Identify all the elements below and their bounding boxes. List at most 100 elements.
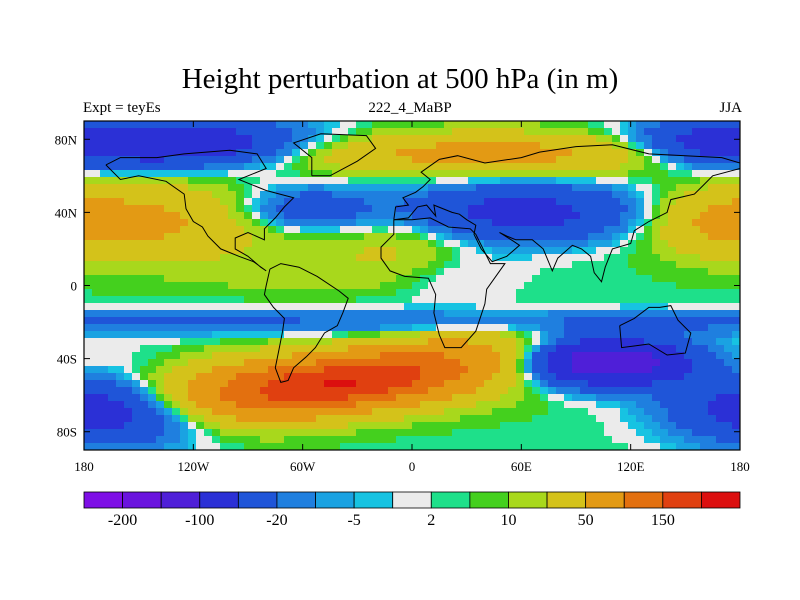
field-cell [452,177,461,185]
field-cell [556,198,565,206]
field-cell [300,324,309,332]
field-cell [724,170,733,178]
field-cell [116,226,125,234]
field-cell [628,443,637,450]
field-cell [716,121,725,129]
field-cell [388,310,397,318]
field-cell [732,226,740,234]
field-cell [428,128,437,136]
field-cell [628,247,637,255]
field-cell [308,268,317,276]
field-cell [556,338,565,346]
field-cell [428,149,437,157]
field-cell [420,401,429,409]
field-cell [532,345,541,353]
field-cell [372,289,381,297]
field-cell [308,240,317,248]
field-cell [404,443,413,450]
field-cell [708,205,717,213]
field-cell [140,429,149,437]
field-cell [356,254,365,262]
field-cell [100,324,109,332]
field-cell [172,268,181,276]
field-cell [236,170,245,178]
field-cell [428,289,437,297]
field-cell [92,254,101,262]
field-cell [404,226,413,234]
field-cell [612,254,621,262]
field-cell [364,212,373,220]
field-cell [620,268,629,276]
field-cell [172,121,181,129]
field-cell [92,338,101,346]
field-cell [484,275,493,283]
field-cell [108,436,117,444]
field-cell [180,401,189,409]
field-cell [420,177,429,185]
field-cell [452,289,461,297]
field-cell [652,128,661,136]
field-cell [548,289,557,297]
field-cell [484,163,493,171]
field-cell [300,247,309,255]
field-cell [396,345,405,353]
field-cell [724,408,733,416]
field-cell [356,275,365,283]
field-cell [508,142,517,150]
field-cell [620,254,629,262]
field-cell [676,163,685,171]
field-cell [340,352,349,360]
field-cell [452,205,461,213]
field-cell [484,289,493,297]
field-cell [564,380,573,388]
field-cell [356,149,365,157]
field-cell [156,429,165,437]
x-tick-label: 180 [74,459,94,474]
field-cell [660,352,669,360]
field-cell [596,415,605,423]
field-cell [428,338,437,346]
field-cell [628,317,637,325]
field-cell [340,156,349,164]
field-cell [116,149,125,157]
field-cell [428,233,437,241]
field-cell [484,233,493,241]
field-cell [372,296,381,304]
field-cell [372,408,381,416]
field-cell [636,142,645,150]
field-cell [356,128,365,136]
colorbar-swatch [276,491,316,509]
field-cell [284,226,293,234]
field-cell [532,443,541,450]
field-cell [348,261,357,269]
field-cell [604,282,613,290]
coastline [393,144,740,220]
field-cell [140,373,149,381]
field-cell [692,184,701,192]
field-cell [636,373,645,381]
field-cell [484,247,493,255]
colorbar-swatch [469,491,509,509]
field-cell [724,324,733,332]
field-cell [684,443,693,450]
field-cell [628,156,637,164]
field-cell [300,338,309,346]
field-cell [116,436,125,444]
field-cell [196,226,205,234]
field-cell [172,422,181,430]
field-cell [108,163,117,171]
field-cell [180,198,189,206]
field-cell [84,198,93,206]
field-cell [396,408,405,416]
field-cell [308,282,317,290]
field-cell [460,352,469,360]
field-cell [220,387,229,395]
field-cell [372,205,381,213]
field-cell [92,170,101,178]
field-cell [708,422,717,430]
field-cell [156,422,165,430]
field-cell [196,408,205,416]
field-cell [292,212,301,220]
field-cell [716,135,725,143]
field-cell [644,338,653,346]
